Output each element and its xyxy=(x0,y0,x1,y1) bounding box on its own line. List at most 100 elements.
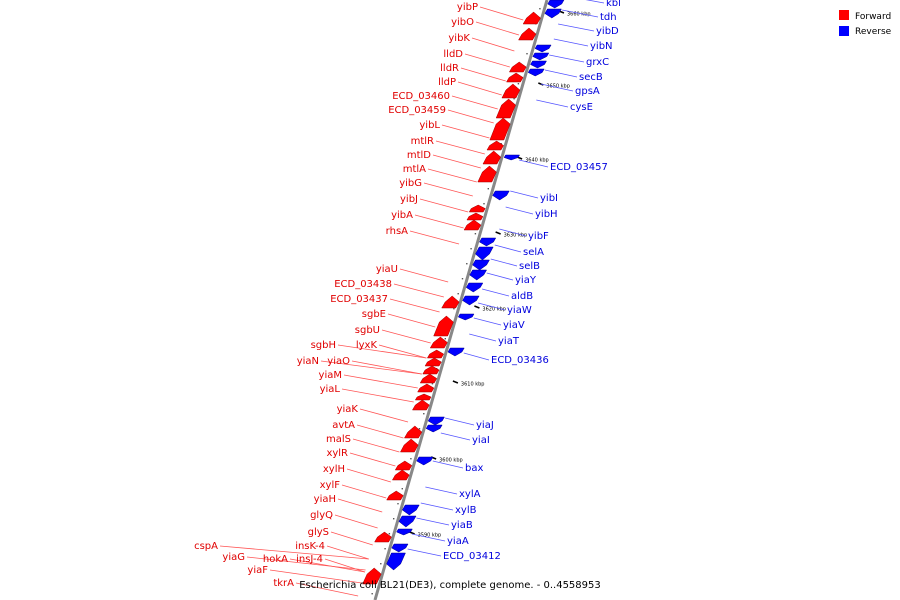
reverse-gene-label-ecd-03457: ECD_03457 xyxy=(550,162,608,173)
forward-gene-yibo xyxy=(518,27,537,41)
forward-gene-avta xyxy=(403,425,423,439)
forward-gene-mals xyxy=(399,438,419,453)
reverse-gene-yibi xyxy=(492,190,510,201)
backbone-dot xyxy=(371,593,373,595)
reverse-gene-label-xyla: xylA xyxy=(459,489,481,500)
leader-forward-ecd-03459 xyxy=(447,109,494,124)
forward-gene-label-hoka: hokA xyxy=(263,554,288,565)
forward-gene-yibp xyxy=(522,11,541,25)
leader-reverse-ecd-03457 xyxy=(519,159,549,168)
forward-gene-label-yiba: yibA xyxy=(391,210,413,221)
reverse-gene-label-ecd-03412: ECD_03412 xyxy=(443,551,501,562)
backbone-dot xyxy=(453,308,455,310)
forward-gene-yiam xyxy=(417,383,435,393)
leader-reverse-yibd xyxy=(558,23,595,32)
leader-reverse-yiaw xyxy=(478,302,506,311)
forward-gene-label-lyxk: lyxK xyxy=(356,340,378,351)
backbone-dot xyxy=(397,503,399,505)
leader-forward-cspa xyxy=(219,545,369,560)
forward-gene-xylf xyxy=(386,490,404,501)
leader-forward-yiag xyxy=(246,556,366,571)
reverse-gene-label-yiai: yiaI xyxy=(472,435,490,446)
forward-gene-yiah xyxy=(374,531,392,543)
reverse-gene-label-tdh: tdh xyxy=(600,12,617,23)
leader-reverse-yibi xyxy=(510,190,539,199)
forward-gene-label-glys: glyS xyxy=(308,527,329,538)
reverse-gene-aldb xyxy=(465,282,484,293)
leader-reverse-gpsa xyxy=(540,83,574,92)
backbone-dot xyxy=(487,188,490,190)
forward-gene-label-xylh: xylH xyxy=(323,464,345,475)
legend-label-forward: Forward xyxy=(855,12,891,22)
leader-forward-yian xyxy=(320,360,422,375)
forward-gene-label-insk-4: insK-4 xyxy=(295,541,325,552)
leader-reverse-yibn xyxy=(553,38,589,47)
backbone-dot xyxy=(539,8,541,10)
reverse-gene-label-yiaa: yiaA xyxy=(447,536,469,547)
scale-label: 3610 kbp xyxy=(461,382,485,388)
reverse-gene-ecd-03436 xyxy=(447,347,465,357)
forward-gene-yiak xyxy=(412,399,430,411)
leader-forward-yibl xyxy=(441,124,490,139)
forward-gene-sgbh xyxy=(424,357,442,367)
forward-gene-yiau xyxy=(441,295,460,309)
forward-gene-label-ecd-03437: ECD_03437 xyxy=(330,294,388,305)
scale-tick xyxy=(452,380,459,384)
forward-gene-sgbe xyxy=(429,336,448,349)
backbone-dot xyxy=(517,83,520,85)
backbone-dot xyxy=(384,548,386,550)
leader-reverse-aldb xyxy=(482,288,510,297)
leader-forward-yial xyxy=(341,388,414,403)
scale-label: 3600 kbp xyxy=(439,458,463,464)
reverse-gene-yiat xyxy=(457,313,475,321)
scale-label: 3650 kbp xyxy=(546,84,570,90)
forward-gene-label-yial: yiaL xyxy=(320,384,341,395)
leader-reverse-selb xyxy=(490,258,518,267)
leader-reverse-grxc xyxy=(549,54,585,63)
leader-forward-mtla xyxy=(427,168,477,183)
backbone-dot xyxy=(431,383,434,385)
leader-reverse-xyla xyxy=(425,486,458,495)
forward-gene-label-xylr: xylR xyxy=(326,448,348,459)
leader-forward-yibo xyxy=(475,21,520,36)
forward-gene-label-xylf: xylF xyxy=(320,480,341,491)
leader-reverse-yiaa xyxy=(411,533,446,542)
reverse-gene-label-yiaj: yiaJ xyxy=(476,420,494,431)
forward-gene-mtla xyxy=(477,165,497,183)
forward-gene-xylh xyxy=(391,469,410,481)
leader-reverse-bax xyxy=(432,460,464,469)
scale-label: 3640 kbp xyxy=(525,158,549,164)
leader-forward-sgbh xyxy=(337,344,427,359)
legend-swatch-forward xyxy=(839,10,849,20)
scale-label: 3620 kbp xyxy=(482,307,506,313)
backbone-dot xyxy=(513,98,515,100)
genome-backbone xyxy=(373,0,549,600)
leader-reverse-ecd-03436 xyxy=(463,352,490,361)
leader-reverse-ecd-03412 xyxy=(407,548,442,557)
forward-gene-label-sgbe: sgbE xyxy=(362,309,386,320)
leader-forward-glyq xyxy=(334,514,378,529)
reverse-gene-sela xyxy=(475,246,494,261)
forward-gene-label-rhsa: rhsA xyxy=(386,226,408,237)
forward-gene-yiba xyxy=(463,219,482,231)
leader-reverse-tdh xyxy=(562,9,599,18)
reverse-gene-label-yiay: yiaY xyxy=(515,275,537,286)
leader-forward-mals xyxy=(352,438,400,453)
leader-reverse-yibh xyxy=(505,206,534,215)
forward-gene-lyxk xyxy=(426,349,444,359)
leader-forward-lldp xyxy=(457,81,502,96)
reverse-gene-xyla xyxy=(402,504,420,516)
legend: Forward Reverse xyxy=(839,10,892,37)
forward-gene-ecd-03459 xyxy=(489,117,511,141)
reverse-gene-label-kbl: kbl xyxy=(606,0,621,9)
forward-gene-mtlr xyxy=(486,140,504,151)
scale-label: 3590 kbp xyxy=(418,533,442,539)
forward-gene-label-avta: avtA xyxy=(332,420,355,431)
leader-forward-ecd-03460 xyxy=(451,95,498,110)
backbone-dot xyxy=(483,203,485,205)
reverse-gene-label-yiab: yiaB xyxy=(451,520,473,531)
scale-label: 3630 kbp xyxy=(504,233,528,239)
forward-gene-label-mtlr: mtlR xyxy=(411,136,434,147)
leader-reverse-yiay xyxy=(486,272,514,281)
reverse-gene-yiaw xyxy=(462,295,480,306)
